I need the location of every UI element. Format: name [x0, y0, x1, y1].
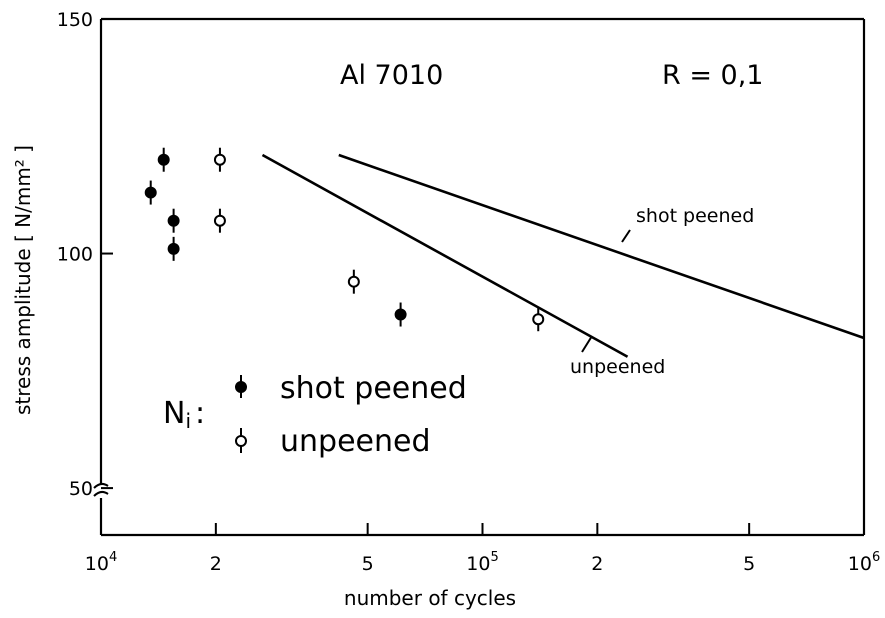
- point-shot-peened: [394, 302, 407, 327]
- legend-marker-unpeened: [235, 428, 247, 453]
- point-marker: [144, 186, 157, 199]
- x-axis-title: number of cycles: [344, 586, 516, 610]
- ratio-label: R = 0,1: [662, 60, 764, 91]
- point-unpeened: [213, 208, 226, 233]
- x-tick-label-base: 10: [466, 553, 490, 575]
- y-tick-label: 50: [69, 478, 93, 500]
- point-unpeened: [213, 147, 226, 172]
- point-shot-peened: [167, 236, 180, 261]
- legend-ni-prefix: Ni:: [163, 396, 205, 433]
- point-marker: [347, 275, 360, 288]
- point-marker: [213, 153, 226, 166]
- curve-label-shot-peened-leader: [621, 229, 631, 243]
- legend-ni-subscript: i: [185, 409, 191, 433]
- point-unpeened: [532, 307, 545, 332]
- x-tick-label-base: 10: [848, 553, 872, 575]
- point-marker: [157, 153, 170, 166]
- line-unpeened: [261, 153, 629, 358]
- y-axis-ticks: 50 100 150: [57, 9, 113, 500]
- plot-frame: [93, 17, 866, 537]
- point-shot-peened: [157, 147, 170, 172]
- material-label: Al 7010: [340, 60, 443, 91]
- legend-label-unpeened: unpeened: [280, 424, 431, 459]
- legend-label-shot-peened: shot peened: [280, 371, 467, 406]
- legend-marker-shot-peened: [235, 375, 247, 398]
- y-axis-title: stress amplitude [ N/mm² ]: [11, 145, 35, 415]
- curve-label-unpeened: unpeened: [570, 356, 665, 378]
- point-marker: [394, 308, 407, 321]
- fitted-lines: [261, 153, 865, 358]
- legend: Ni: shot peened unpeened: [163, 371, 467, 459]
- x-tick-label-exponent: 5: [490, 550, 498, 565]
- line-shot-peened: [338, 153, 865, 340]
- x-tick-label: 5: [362, 553, 374, 575]
- x-tick-label: 106: [848, 550, 880, 575]
- point-marker: [213, 214, 226, 227]
- x-tick-label-base: 10: [85, 553, 109, 575]
- x-tick-label-exponent: 4: [109, 550, 117, 565]
- legend-ni-colon: :: [195, 396, 205, 431]
- point-marker: [167, 214, 180, 227]
- y-axis-break-mark-lower: [93, 490, 109, 497]
- curve-label-shot-peened: shot peened: [636, 205, 754, 227]
- point-shot-peened: [167, 208, 180, 233]
- x-tick-label: 104: [85, 550, 117, 575]
- y-tick-label: 150: [57, 9, 93, 31]
- legend-ni-n: N: [163, 396, 185, 431]
- x-tick-label-exponent: 6: [872, 550, 880, 565]
- point-shot-peened: [144, 180, 157, 205]
- point-unpeened: [347, 269, 360, 294]
- point-marker: [167, 242, 180, 255]
- x-tick-label: 105: [466, 550, 498, 575]
- data-points: [144, 147, 545, 332]
- curve-label-unpeened-leader: [581, 335, 593, 353]
- x-axis-ticks: 104 2 5 105 2 5 106: [85, 523, 880, 575]
- x-tick-label: 2: [591, 553, 603, 575]
- y-tick-label: 100: [57, 244, 93, 266]
- y-axis-break-mark-upper: [93, 482, 109, 489]
- x-tick-label: 5: [743, 553, 755, 575]
- x-tick-label: 2: [210, 553, 222, 575]
- point-marker: [532, 313, 545, 326]
